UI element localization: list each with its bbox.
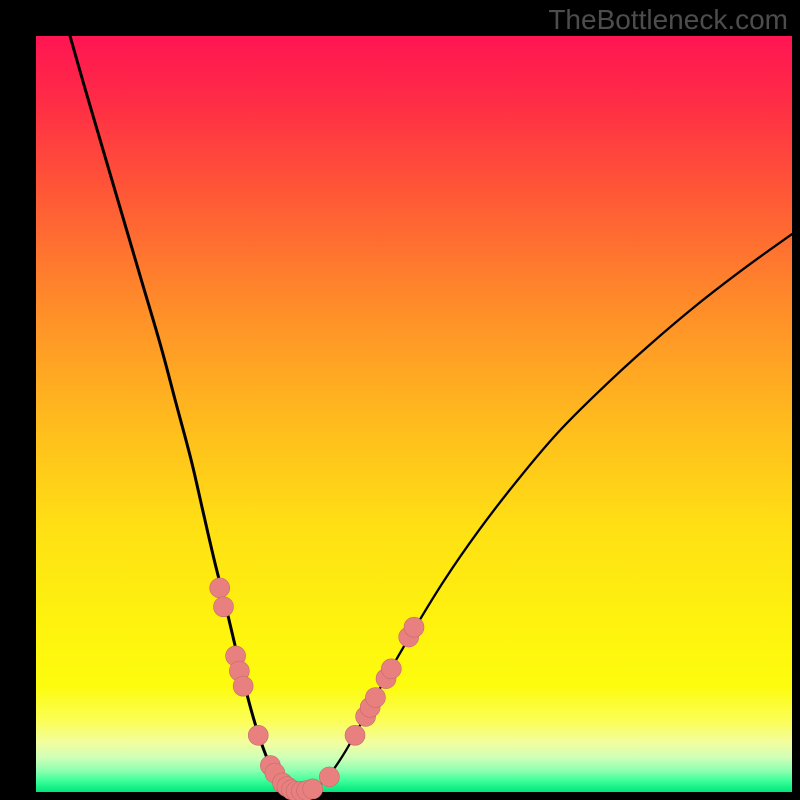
- data-marker: [303, 779, 323, 799]
- data-marker: [248, 725, 268, 745]
- plot-area: [36, 36, 792, 792]
- data-marker: [319, 767, 339, 787]
- data-marker: [213, 597, 233, 617]
- gradient-background: [36, 36, 792, 792]
- chart-svg: [36, 36, 792, 792]
- data-marker: [345, 725, 365, 745]
- data-marker: [404, 617, 424, 637]
- data-marker: [233, 676, 253, 696]
- data-marker: [365, 688, 385, 708]
- data-marker: [381, 659, 401, 679]
- watermark-text: TheBottleneck.com: [548, 4, 788, 36]
- markers-bottom: [282, 779, 323, 800]
- data-marker: [210, 578, 230, 598]
